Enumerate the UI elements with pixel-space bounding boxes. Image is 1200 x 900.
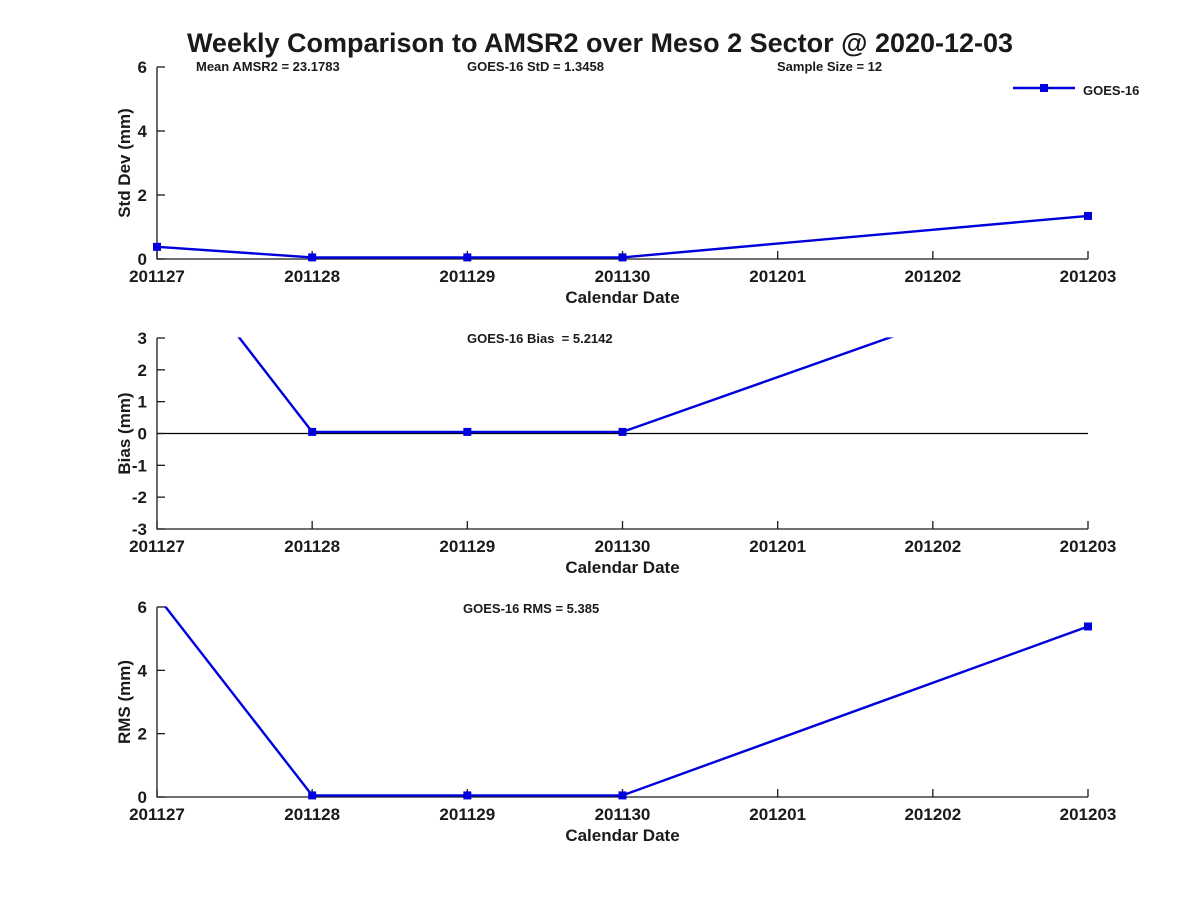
x-tick-label: 201201 <box>749 805 806 824</box>
subplot-bias: -3 -2 -1 0 1 2 3 201127 201128 201129 201130 201201… <box>115 329 1117 577</box>
stat-mean-amsr2: Mean AMSR2 = 23.1783 <box>196 59 340 74</box>
y-tick-label: 2 <box>138 361 147 380</box>
x-tick-label: 201129 <box>439 805 495 824</box>
x-tick-label: 201128 <box>284 805 340 824</box>
rms-annotation: GOES-16 RMS = 5.385 <box>463 601 600 616</box>
data-point-marker <box>1084 211 1092 220</box>
bias-annotation: GOES-16 Bias = 5.2142 <box>467 331 613 346</box>
data-point-marker <box>308 253 317 262</box>
data-point-marker <box>153 242 161 251</box>
axis-lines <box>156 67 1088 260</box>
data-point-marker <box>463 791 472 800</box>
y-axis-label: Bias (mm) <box>115 392 134 474</box>
y-tick-label: 0 <box>138 250 147 269</box>
series-line-goes-16 <box>237 337 894 434</box>
y-tick-label: 6 <box>138 598 147 617</box>
y-tick-label: 3 <box>138 329 147 348</box>
x-tick-label: 201203 <box>1060 267 1117 286</box>
data-point-marker <box>618 427 627 436</box>
x-tick-label: 201130 <box>595 805 651 824</box>
data-point-marker <box>618 791 627 800</box>
data-point-marker <box>463 427 472 436</box>
x-tick-label: 201127 <box>129 267 185 286</box>
x-tick-label: 201128 <box>284 537 340 556</box>
y-tick-label: 0 <box>138 788 147 807</box>
x-tick-label: 201203 <box>1060 805 1117 824</box>
y-tick-label: 4 <box>138 122 148 141</box>
subplot-rms: 0 2 4 6 201127 201128 201129 201130 201201 201202… <box>115 598 1117 845</box>
legend-marker <box>1040 84 1048 92</box>
x-tick-label: 201130 <box>595 537 651 556</box>
y-tick-label: -1 <box>132 456 147 475</box>
axis-lines <box>156 607 1088 798</box>
x-tick-label: 201202 <box>904 267 961 286</box>
data-point-marker <box>463 253 472 262</box>
legend: GOES-16 <box>1012 80 1139 101</box>
legend-line-marker-swatch <box>1012 80 1076 101</box>
stat-goes16-std: GOES-16 StD = 1.3458 <box>467 59 604 74</box>
data-point-marker <box>308 791 317 800</box>
data-point-marker <box>308 427 317 436</box>
y-axis-label: Std Dev (mm) <box>115 108 134 218</box>
stat-sample-size: Sample Size = 12 <box>777 59 883 74</box>
subplot-std-dev: 0 2 4 6 201127 201128 201129 201130 201201 201202… <box>115 58 1116 307</box>
x-tick-label: 201127 <box>129 805 185 824</box>
x-tick-label: 201127 <box>129 537 185 556</box>
x-tick-label: 201201 <box>749 537 806 556</box>
y-tick-label: -3 <box>132 520 147 539</box>
x-tick-label: 201201 <box>749 267 806 286</box>
x-tick-label: 201202 <box>904 805 961 824</box>
data-point-marker <box>1084 622 1092 631</box>
x-tick-label: 201130 <box>595 267 651 286</box>
legend-swatch-svg <box>1013 84 1075 92</box>
x-axis-label: Calendar Date <box>565 826 679 845</box>
y-tick-label: 2 <box>138 186 147 205</box>
y-tick-label: 1 <box>138 393 147 412</box>
x-tick-label: 201202 <box>904 537 961 556</box>
y-tick-label: -2 <box>132 488 147 507</box>
figure-title: Weekly Comparison to AMSR2 over Meso 2 S… <box>186 28 1014 58</box>
x-tick-label: 201129 <box>439 267 495 286</box>
y-tick-label: 2 <box>138 725 147 744</box>
x-axis-label: Calendar Date <box>565 558 679 577</box>
y-axis-label: RMS (mm) <box>115 660 134 744</box>
x-axis-label: Calendar Date <box>565 288 679 307</box>
y-tick-label: 4 <box>138 661 148 680</box>
x-tick-label: 201203 <box>1060 537 1117 556</box>
y-tick-label: 6 <box>138 58 147 77</box>
y-tick-label: 0 <box>138 425 147 444</box>
x-tick-label: 201129 <box>439 537 495 556</box>
legend-label: GOES-16 <box>1083 83 1140 98</box>
x-tick-label: 201128 <box>284 267 340 286</box>
data-point-marker <box>618 253 627 262</box>
series-line-goes-16 <box>163 606 1089 797</box>
